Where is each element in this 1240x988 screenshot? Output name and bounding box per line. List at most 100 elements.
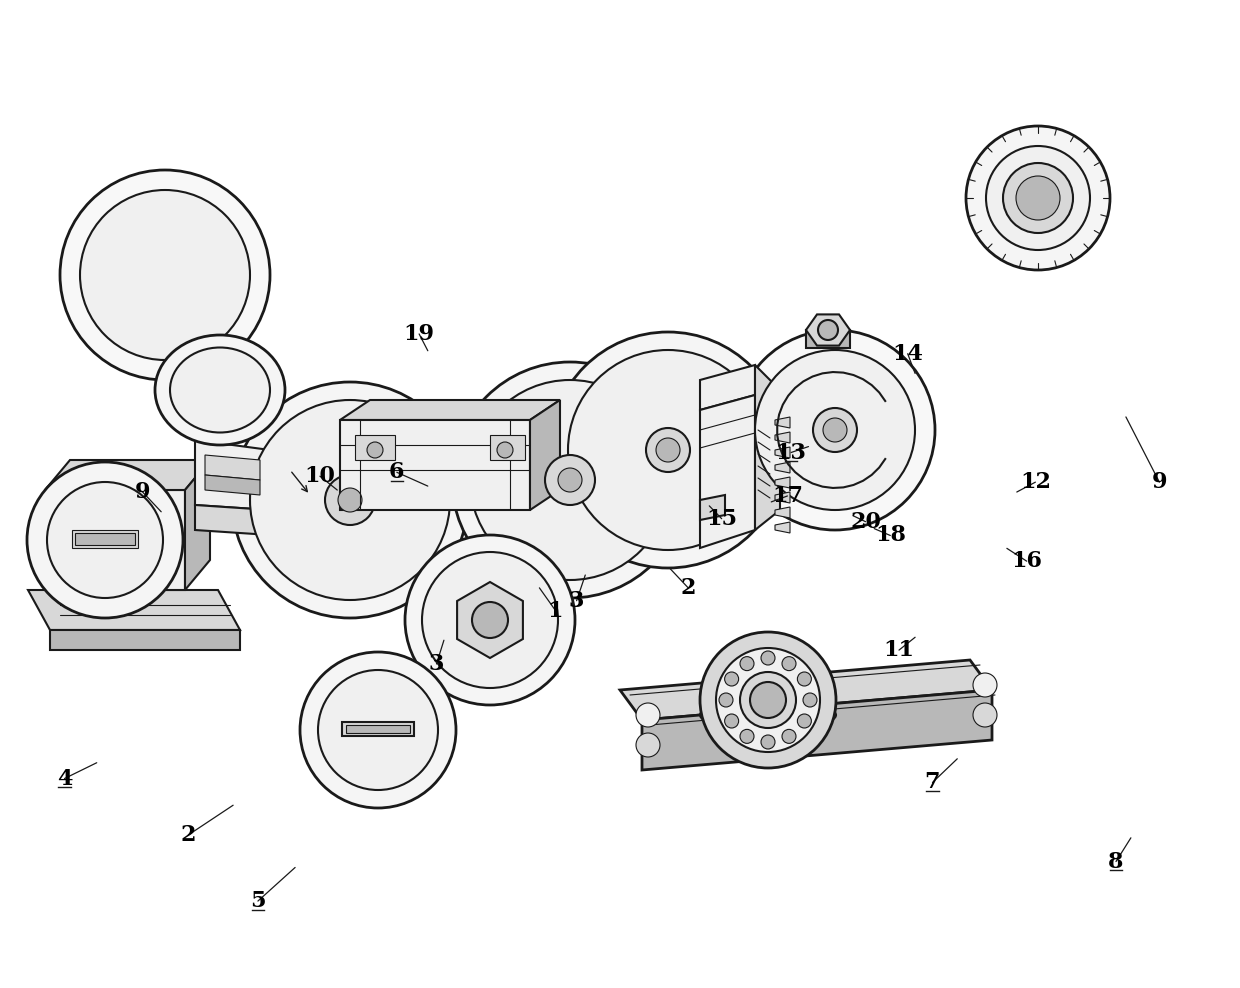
Polygon shape: [775, 432, 790, 443]
Text: 4: 4: [57, 768, 72, 789]
Circle shape: [497, 442, 513, 458]
Polygon shape: [775, 462, 790, 473]
Text: 2: 2: [181, 824, 196, 846]
Circle shape: [81, 190, 250, 360]
Text: 16: 16: [1012, 550, 1042, 572]
Circle shape: [546, 455, 595, 505]
Polygon shape: [50, 630, 241, 650]
Polygon shape: [205, 475, 260, 495]
Text: 12: 12: [1019, 471, 1050, 493]
Text: 15: 15: [707, 508, 737, 530]
Circle shape: [422, 552, 558, 688]
Circle shape: [232, 382, 467, 618]
Circle shape: [558, 468, 582, 492]
Circle shape: [1016, 176, 1060, 220]
Polygon shape: [342, 722, 414, 736]
Circle shape: [27, 462, 184, 618]
Text: 17: 17: [771, 485, 804, 507]
Circle shape: [47, 482, 162, 598]
Text: 6: 6: [389, 461, 404, 483]
Polygon shape: [490, 435, 525, 460]
Polygon shape: [29, 590, 241, 630]
Circle shape: [740, 672, 796, 728]
Polygon shape: [346, 725, 410, 733]
Polygon shape: [620, 660, 992, 720]
Text: 5: 5: [250, 890, 265, 912]
Polygon shape: [806, 330, 849, 348]
Polygon shape: [701, 495, 725, 520]
Polygon shape: [72, 530, 138, 548]
Circle shape: [740, 657, 754, 671]
Polygon shape: [185, 460, 210, 590]
Ellipse shape: [170, 348, 270, 433]
Text: 10: 10: [305, 465, 335, 487]
Circle shape: [60, 170, 270, 380]
Circle shape: [646, 428, 689, 472]
Circle shape: [715, 648, 820, 752]
Circle shape: [339, 488, 362, 512]
Circle shape: [453, 362, 688, 598]
Polygon shape: [755, 365, 780, 530]
Text: 9: 9: [135, 481, 150, 503]
Polygon shape: [45, 460, 210, 490]
Circle shape: [761, 651, 775, 665]
Circle shape: [782, 657, 796, 671]
Polygon shape: [775, 447, 790, 458]
Polygon shape: [355, 435, 396, 460]
Text: 18: 18: [874, 525, 905, 546]
Polygon shape: [775, 417, 790, 428]
Circle shape: [724, 672, 739, 686]
Circle shape: [797, 714, 811, 728]
Polygon shape: [806, 314, 849, 346]
Circle shape: [470, 380, 670, 580]
Polygon shape: [340, 400, 560, 420]
Text: 8: 8: [1109, 851, 1123, 872]
Polygon shape: [170, 340, 255, 420]
Polygon shape: [775, 522, 790, 533]
Ellipse shape: [155, 335, 285, 445]
Polygon shape: [701, 395, 755, 548]
Text: 7: 7: [925, 772, 940, 793]
Circle shape: [551, 332, 786, 568]
Circle shape: [367, 442, 383, 458]
Polygon shape: [74, 533, 135, 545]
Circle shape: [472, 602, 508, 638]
Text: 14: 14: [893, 343, 923, 365]
Text: 20: 20: [851, 511, 880, 533]
Text: 2: 2: [681, 577, 696, 599]
Circle shape: [750, 682, 786, 718]
Text: 13: 13: [776, 442, 806, 463]
Polygon shape: [45, 490, 185, 590]
Circle shape: [735, 330, 935, 530]
Circle shape: [966, 126, 1110, 270]
Circle shape: [656, 438, 680, 462]
Circle shape: [973, 673, 997, 697]
Circle shape: [973, 703, 997, 727]
Circle shape: [804, 693, 817, 707]
Polygon shape: [205, 455, 260, 480]
Text: 3: 3: [429, 653, 444, 675]
Polygon shape: [701, 365, 755, 410]
Polygon shape: [775, 492, 790, 503]
Circle shape: [250, 400, 450, 600]
Circle shape: [761, 735, 775, 749]
Polygon shape: [775, 477, 790, 488]
Polygon shape: [195, 440, 270, 510]
Text: 9: 9: [1152, 471, 1167, 493]
Circle shape: [701, 632, 836, 768]
Circle shape: [813, 408, 857, 452]
Circle shape: [782, 729, 796, 743]
Circle shape: [818, 320, 838, 340]
Circle shape: [740, 729, 754, 743]
Circle shape: [317, 670, 438, 790]
Circle shape: [724, 714, 739, 728]
Circle shape: [636, 703, 660, 727]
Circle shape: [568, 350, 768, 550]
Text: 19: 19: [404, 323, 434, 345]
Circle shape: [719, 693, 733, 707]
Text: 3: 3: [569, 590, 584, 612]
Circle shape: [986, 146, 1090, 250]
Polygon shape: [775, 507, 790, 518]
Text: 11: 11: [883, 639, 915, 661]
Circle shape: [1003, 163, 1073, 233]
